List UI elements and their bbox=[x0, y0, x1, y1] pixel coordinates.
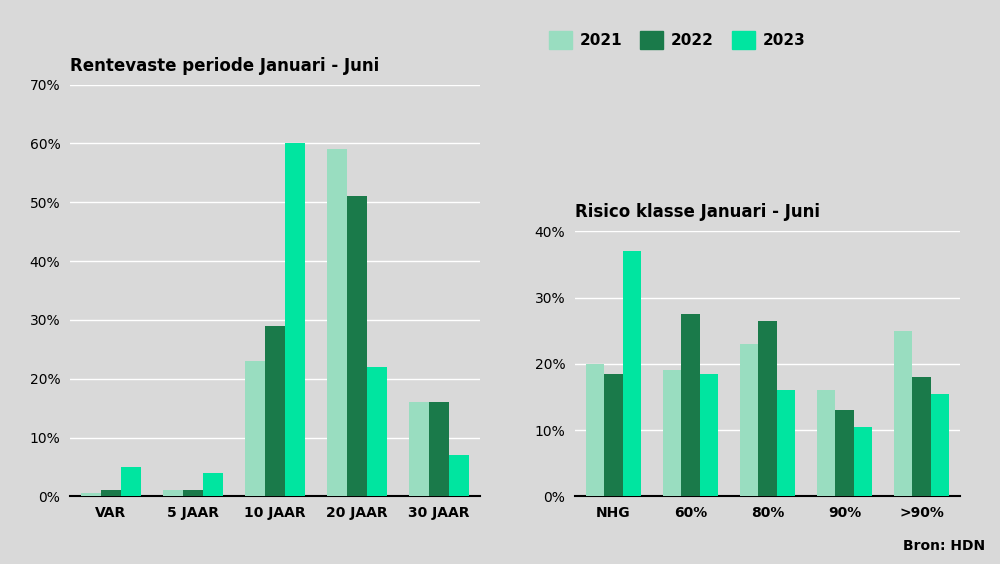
Bar bbox=[265, 326, 285, 496]
Bar bbox=[367, 367, 387, 496]
Bar bbox=[449, 455, 469, 496]
Text: Rentevaste periode Januari - Juni: Rentevaste periode Januari - Juni bbox=[70, 57, 379, 74]
Bar bbox=[121, 467, 141, 496]
Bar bbox=[81, 494, 101, 496]
Bar bbox=[586, 364, 604, 496]
Text: Risico klasse Januari - Juni: Risico klasse Januari - Juni bbox=[575, 204, 820, 221]
Bar bbox=[740, 344, 758, 496]
Bar bbox=[409, 402, 429, 496]
Legend: 2021, 2022, 2023: 2021, 2022, 2023 bbox=[543, 25, 811, 55]
Bar bbox=[429, 402, 449, 496]
Bar bbox=[285, 143, 305, 496]
Bar bbox=[835, 410, 854, 496]
Bar bbox=[700, 374, 718, 496]
Text: Bron: HDN: Bron: HDN bbox=[903, 539, 985, 553]
Bar bbox=[101, 491, 121, 496]
Bar bbox=[623, 251, 641, 496]
Bar bbox=[604, 374, 623, 496]
Bar bbox=[854, 427, 872, 496]
Bar bbox=[183, 491, 203, 496]
Bar bbox=[758, 321, 777, 496]
Bar bbox=[347, 196, 367, 496]
Bar bbox=[663, 371, 681, 496]
Bar bbox=[931, 394, 949, 496]
Bar bbox=[327, 149, 347, 496]
Bar bbox=[203, 473, 223, 496]
Bar bbox=[817, 390, 835, 496]
Bar bbox=[912, 377, 931, 496]
Bar bbox=[681, 314, 700, 496]
Bar bbox=[245, 361, 265, 496]
Bar bbox=[894, 331, 912, 496]
Bar bbox=[163, 491, 183, 496]
Bar bbox=[777, 390, 795, 496]
